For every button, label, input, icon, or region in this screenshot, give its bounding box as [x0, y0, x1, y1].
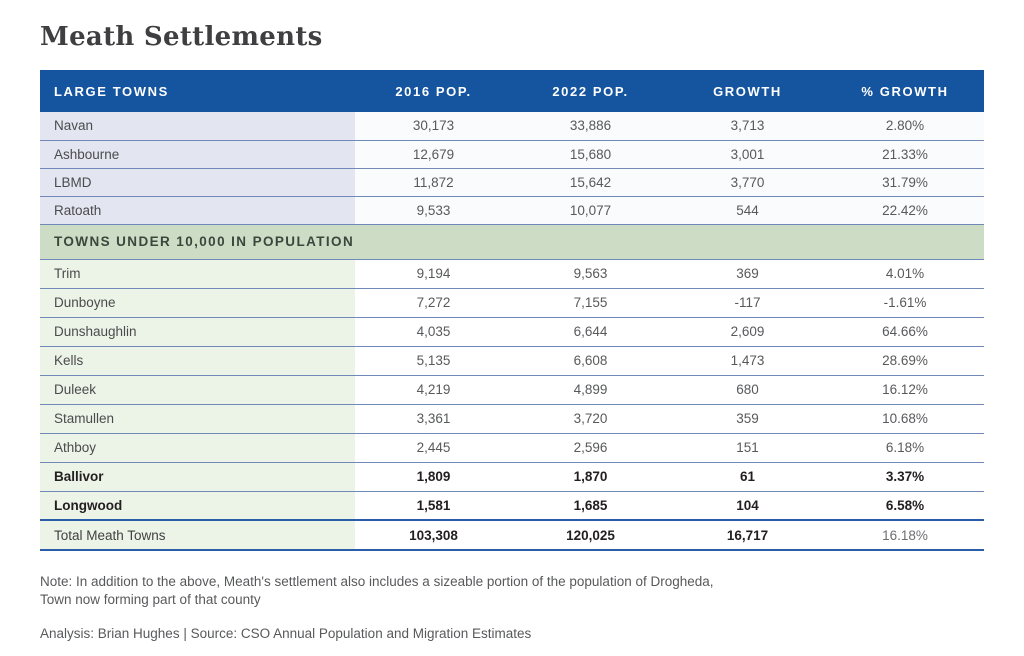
pop-2022-cell: 15,680 [512, 140, 669, 168]
table-row-ratoath: Ratoath 9,533 10,077 544 22.42% [40, 196, 984, 224]
growth-cell: 359 [669, 404, 826, 433]
town-name: Ratoath [40, 196, 355, 224]
footnote-line-1: Note: In addition to the above, Meath's … [40, 574, 714, 589]
pop-2022-cell: 4,899 [512, 375, 669, 404]
column-header-2022-pop: 2022 POP. [552, 83, 629, 99]
table-row-ashbourne: Ashbourne 12,679 15,680 3,001 21.33% [40, 140, 984, 168]
town-name: Navan [40, 112, 355, 140]
pct-growth-cell: 22.42% [826, 196, 984, 224]
table-row-total: Total Meath Towns 103,308 120,025 16,717… [40, 520, 984, 550]
total-pct-growth-cell: 16.18% [826, 520, 984, 550]
pop-2016-cell: 1,809 [355, 462, 512, 491]
town-name: LBMD [40, 168, 355, 196]
town-name: Kells [40, 346, 355, 375]
pop-2016-cell: 12,679 [355, 140, 512, 168]
growth-cell: 3,770 [669, 168, 826, 196]
pop-2016-cell: 3,361 [355, 404, 512, 433]
column-header-pct-growth: % GROWTH [861, 83, 949, 99]
growth-cell: 104 [669, 491, 826, 520]
table-row-kells: Kells 5,135 6,608 1,473 28.69% [40, 346, 984, 375]
column-header-growth: GROWTH [713, 83, 782, 99]
section-header-row: TOWNS UNDER 10,000 IN POPULATION [40, 224, 984, 259]
growth-cell: 3,713 [669, 112, 826, 140]
town-name: Duleek [40, 375, 355, 404]
table-row-trim: Trim 9,194 9,563 369 4.01% [40, 259, 984, 288]
pop-2016-cell: 9,194 [355, 259, 512, 288]
pop-2016-cell: 11,872 [355, 168, 512, 196]
total-pop-2016-cell: 103,308 [355, 520, 512, 550]
growth-cell: 680 [669, 375, 826, 404]
column-header-large-towns: LARGE TOWNS [54, 83, 169, 99]
pop-2022-cell: 6,644 [512, 317, 669, 346]
total-pop-2022-cell: 120,025 [512, 520, 669, 550]
pct-growth-cell: 4.01% [826, 259, 984, 288]
pct-growth-cell: 16.12% [826, 375, 984, 404]
pop-2016-cell: 30,173 [355, 112, 512, 140]
section-header-label: TOWNS UNDER 10,000 IN POPULATION [40, 224, 984, 259]
pct-growth-cell: 6.58% [826, 491, 984, 520]
table-row-stamullen: Stamullen 3,361 3,720 359 10.68% [40, 404, 984, 433]
growth-cell: 1,473 [669, 346, 826, 375]
page-title: Meath Settlements [40, 22, 323, 52]
pop-2016-cell: 1,581 [355, 491, 512, 520]
pct-growth-cell: 64.66% [826, 317, 984, 346]
town-name: Trim [40, 259, 355, 288]
total-growth-cell: 16,717 [669, 520, 826, 550]
table-row-navan: Navan 30,173 33,886 3,713 2.80% [40, 112, 984, 140]
pop-2022-cell: 6,608 [512, 346, 669, 375]
town-name: Dunboyne [40, 288, 355, 317]
growth-cell: 2,609 [669, 317, 826, 346]
column-header-2016-pop: 2016 POP. [395, 83, 472, 99]
pop-2022-cell: 9,563 [512, 259, 669, 288]
pct-growth-cell: 3.37% [826, 462, 984, 491]
pop-2016-cell: 5,135 [355, 346, 512, 375]
table-row-lbmd: LBMD 11,872 15,642 3,770 31.79% [40, 168, 984, 196]
town-name: Longwood [40, 491, 355, 520]
table-header-row: LARGE TOWNS 2016 POP. 2022 POP. GROWTH %… [40, 70, 984, 112]
table-row-ballivor: Ballivor 1,809 1,870 61 3.37% [40, 462, 984, 491]
table-row-dunboyne: Dunboyne 7,272 7,155 -117 -1.61% [40, 288, 984, 317]
town-name: Athboy [40, 433, 355, 462]
growth-cell: 369 [669, 259, 826, 288]
pct-growth-cell: 2.80% [826, 112, 984, 140]
pop-2016-cell: 9,533 [355, 196, 512, 224]
pop-2016-cell: 4,219 [355, 375, 512, 404]
pop-2022-cell: 2,596 [512, 433, 669, 462]
footnote: Note: In addition to the above, Meath's … [40, 573, 984, 609]
credits-line: Analysis: Brian Hughes | Source: CSO Ann… [40, 626, 532, 642]
pop-2022-cell: 33,886 [512, 112, 669, 140]
pop-2016-cell: 4,035 [355, 317, 512, 346]
pop-2016-cell: 2,445 [355, 433, 512, 462]
town-name: Ashbourne [40, 140, 355, 168]
table-row-duleek: Duleek 4,219 4,899 680 16.12% [40, 375, 984, 404]
pop-2022-cell: 1,685 [512, 491, 669, 520]
pct-growth-cell: 31.79% [826, 168, 984, 196]
pop-2016-cell: 7,272 [355, 288, 512, 317]
pct-growth-cell: 21.33% [826, 140, 984, 168]
pct-growth-cell: 6.18% [826, 433, 984, 462]
total-label: Total Meath Towns [40, 520, 355, 550]
pop-2022-cell: 15,642 [512, 168, 669, 196]
growth-cell: 3,001 [669, 140, 826, 168]
pct-growth-cell: 28.69% [826, 346, 984, 375]
town-name: Dunshaughlin [40, 317, 355, 346]
pct-growth-cell: -1.61% [826, 288, 984, 317]
table-row-longwood: Longwood 1,581 1,685 104 6.58% [40, 491, 984, 520]
growth-cell: -117 [669, 288, 826, 317]
table-row-athboy: Athboy 2,445 2,596 151 6.18% [40, 433, 984, 462]
growth-cell: 151 [669, 433, 826, 462]
pop-2022-cell: 7,155 [512, 288, 669, 317]
town-name: Stamullen [40, 404, 355, 433]
growth-cell: 61 [669, 462, 826, 491]
pct-growth-cell: 10.68% [826, 404, 984, 433]
town-name: Ballivor [40, 462, 355, 491]
pop-2022-cell: 10,077 [512, 196, 669, 224]
pop-2022-cell: 1,870 [512, 462, 669, 491]
pop-2022-cell: 3,720 [512, 404, 669, 433]
settlements-table: LARGE TOWNS 2016 POP. 2022 POP. GROWTH %… [40, 70, 984, 551]
growth-cell: 544 [669, 196, 826, 224]
page: Meath Settlements LARGE TOWNS 2016 POP. … [40, 22, 984, 642]
table-row-dunshaughlin: Dunshaughlin 4,035 6,644 2,609 64.66% [40, 317, 984, 346]
footnote-line-2: Town now forming part of that county [40, 592, 261, 608]
